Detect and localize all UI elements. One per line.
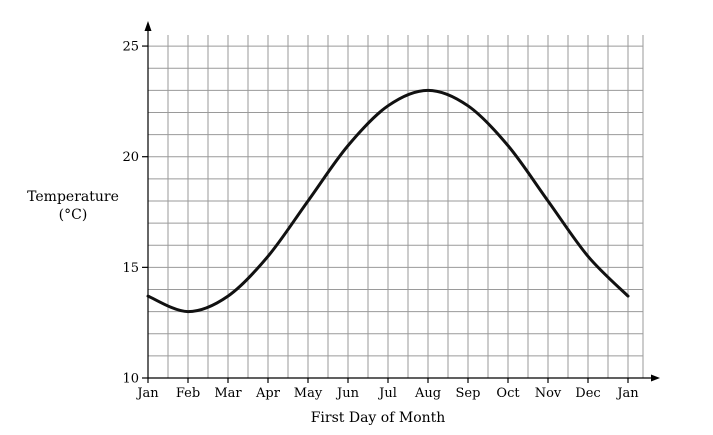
temperature-line [146, 88, 630, 314]
x-tick-label: Mar [214, 386, 242, 401]
x-tick-label: Oct [496, 386, 520, 401]
axes [144, 21, 660, 382]
tick-labels: 10 15 20 25 Jan Feb Mar Apr May Jun Jul Aug Sep Oct No… [122, 40, 639, 401]
y-axis-arrow-icon [144, 21, 152, 31]
x-tick-label: Aug [414, 386, 441, 401]
x-tick-label: Apr [255, 386, 281, 401]
x-tick-label: Dec [575, 386, 600, 401]
x-tick-label: May [294, 386, 323, 401]
y-axis-label-line-2: (°C) [59, 207, 88, 223]
y-axis-label-line-1: Temperature [27, 189, 119, 205]
x-axis-arrow-icon [651, 374, 660, 382]
y-tick-label: 10 [122, 372, 139, 387]
x-tick-label: Jun [335, 386, 360, 401]
y-tick-label: 25 [122, 40, 139, 55]
x-axis-label: First Day of Month [311, 410, 446, 426]
x-tick-label: Jan [135, 386, 159, 401]
grid [148, 35, 644, 378]
x-tick-label: Jul [377, 386, 397, 401]
y-tick-label: 15 [122, 261, 139, 276]
x-tick-label: Jan [615, 386, 639, 401]
x-tick-label: Sep [456, 386, 481, 401]
x-tick-label: Feb [176, 386, 200, 401]
x-tick-label: Nov [535, 386, 562, 401]
y-tick-label: 20 [122, 150, 139, 165]
